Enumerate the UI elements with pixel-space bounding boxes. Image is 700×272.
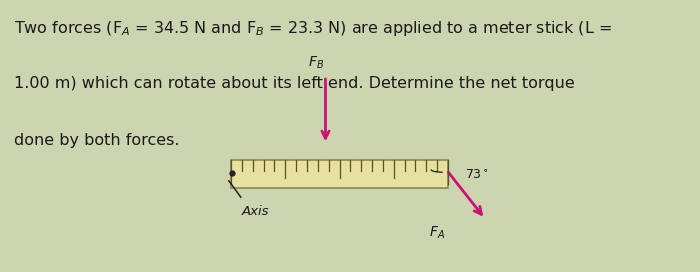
Text: done by both forces.: done by both forces.: [14, 133, 179, 148]
Text: F$_A$: F$_A$: [428, 224, 445, 241]
Text: 1.00 m) which can rotate about its left end. Determine the net torque: 1.00 m) which can rotate about its left …: [14, 76, 575, 91]
Text: Axis: Axis: [241, 205, 269, 218]
Text: 73$^\circ$: 73$^\circ$: [465, 169, 489, 182]
Bar: [231, 160, 448, 188]
Text: F$_B$: F$_B$: [308, 54, 325, 71]
Text: Two forces (F$_A$ = 34.5 N and F$_B$ = 23.3 N) are applied to a meter stick (L =: Two forces (F$_A$ = 34.5 N and F$_B$ = 2…: [14, 19, 612, 38]
